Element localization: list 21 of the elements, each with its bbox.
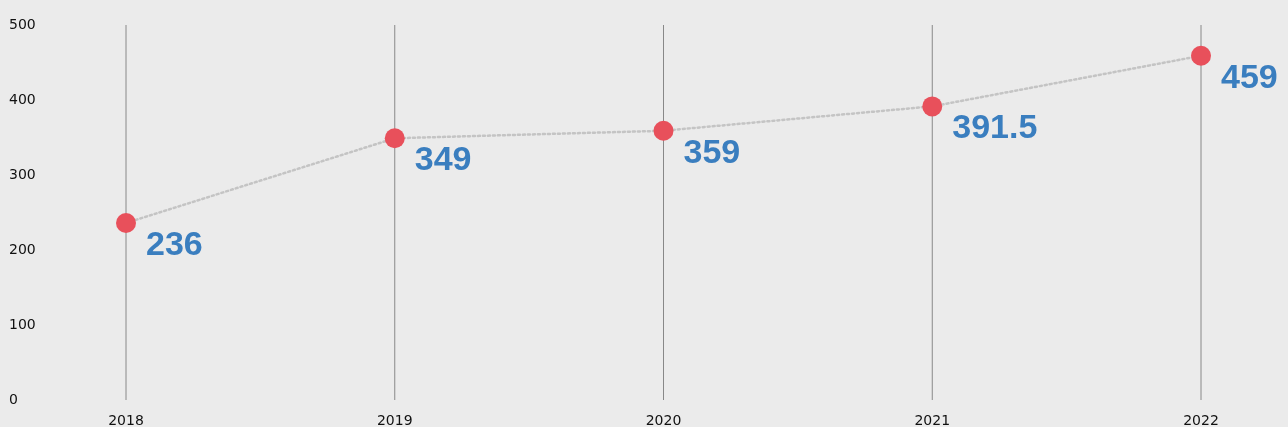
x-tick-label: 2018 bbox=[108, 412, 144, 427]
y-tick-label: 300 bbox=[9, 166, 36, 182]
data-label: 359 bbox=[683, 131, 741, 170]
y-tick-label: 400 bbox=[9, 91, 36, 107]
x-tick-label: 2019 bbox=[376, 412, 413, 427]
data-label: 391.5 bbox=[952, 107, 1038, 146]
point bbox=[1191, 45, 1211, 66]
point bbox=[116, 213, 136, 233]
data-label: 459 bbox=[1221, 56, 1278, 95]
x-tick-label: 2022 bbox=[1183, 412, 1219, 427]
y-tick-label: 100 bbox=[9, 316, 36, 332]
data-label: 349 bbox=[414, 139, 472, 178]
y-tick-label: 200 bbox=[9, 241, 36, 257]
x-tick-label: 2020 bbox=[645, 412, 682, 427]
x-tick-label: 2021 bbox=[914, 412, 951, 427]
y-tick-label: 500 bbox=[9, 16, 36, 32]
y-tick-label: 0 bbox=[9, 391, 18, 407]
data-label: 236 bbox=[146, 224, 203, 262]
point bbox=[653, 120, 674, 141]
point bbox=[384, 128, 405, 149]
point bbox=[922, 96, 943, 117]
